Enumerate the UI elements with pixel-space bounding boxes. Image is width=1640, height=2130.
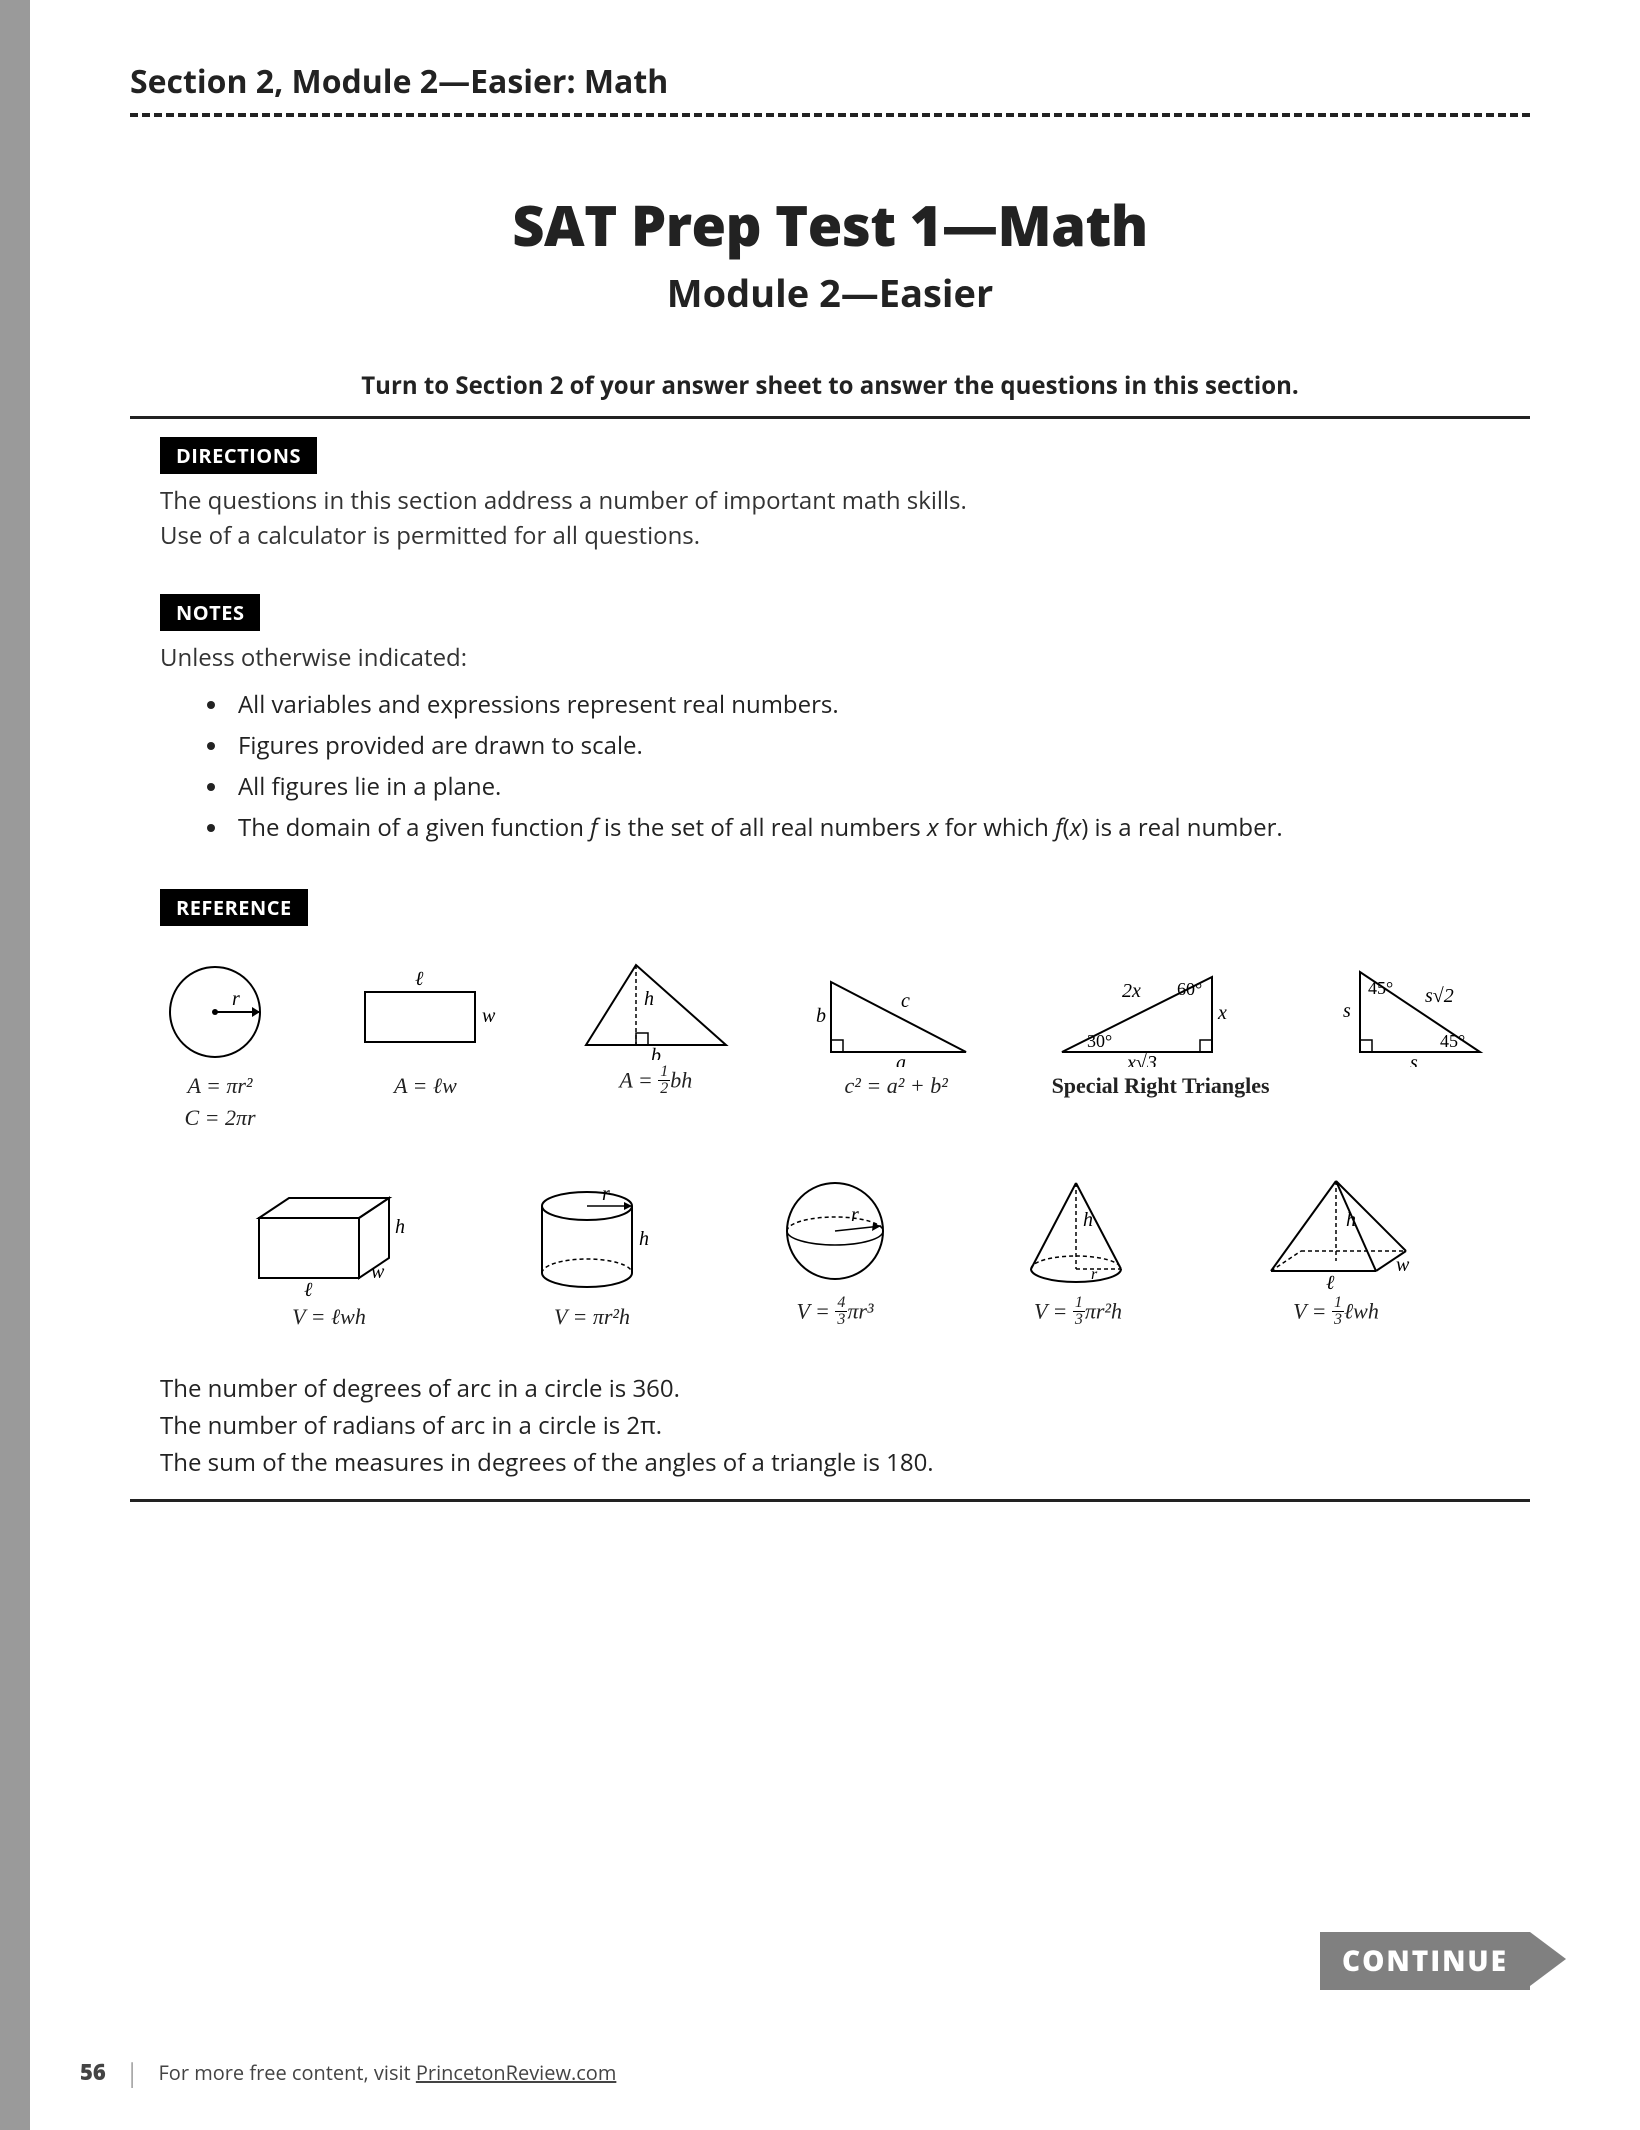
ref-cone: h r V = 13πr²h — [1003, 1171, 1153, 1330]
svg-text:60°: 60° — [1177, 979, 1202, 999]
svg-text:a: a — [896, 1052, 906, 1067]
tri-30-60-90-diagram: 2x x x√3 30° 60° — [1052, 957, 1232, 1067]
ref-box: ℓ w h V = ℓwh — [239, 1178, 419, 1330]
content-block: DIRECTIONS The questions in this section… — [130, 437, 1530, 1481]
tri-45-45-90-diagram: s s s√2 45° 45° — [1340, 957, 1500, 1067]
page-subtitle: Module 2—Easier — [130, 267, 1530, 319]
pythag: c² = a² + b² — [811, 1073, 981, 1099]
reference-box: r A = πr² C = 2πr ℓ w A = ℓw . — [160, 950, 1500, 1482]
sphere-diagram: r — [765, 1171, 905, 1291]
page-title: SAT Prep Test 1—Math — [130, 187, 1530, 263]
instruction-text: Turn to Section 2 of your answer sheet t… — [130, 369, 1530, 402]
svg-text:2x: 2x — [1122, 980, 1141, 1002]
notes-list: All variables and expressions represent … — [160, 685, 1500, 848]
rectangle-diagram: ℓ w — [350, 957, 500, 1067]
svg-text:ℓ: ℓ — [1326, 1272, 1335, 1291]
svg-text:h: h — [644, 988, 654, 1010]
page-sidebar — [0, 0, 30, 2130]
ref-right-triangle: b a c c² = a² + b² . — [811, 957, 981, 1131]
notes-tag: NOTES — [160, 594, 260, 631]
ref-sphere: r V = 43πr³ — [765, 1171, 905, 1330]
svg-text:h: h — [1083, 1209, 1093, 1231]
rule-bottom — [130, 1499, 1530, 1502]
svg-text:w: w — [482, 1005, 496, 1027]
svg-text:h: h — [395, 1216, 405, 1238]
notes-item: The domain of a given function f is the … — [230, 808, 1500, 849]
right-triangle-diagram: b a c — [811, 957, 981, 1067]
notes-item: Figures provided are drawn to scale. — [230, 726, 1500, 767]
page-content: Section 2, Module 2—Easier: Math SAT Pre… — [30, 0, 1640, 2130]
circle-area: A = πr² — [160, 1073, 280, 1099]
ref-triangle: h b A = 12bh . — [571, 950, 741, 1131]
cyl-vol: V = πr²h — [517, 1304, 667, 1330]
svg-text:s: s — [1410, 1052, 1418, 1067]
page-number: 56 — [80, 2057, 106, 2087]
circle-diagram: r — [160, 957, 280, 1067]
directions-text-2: Use of a calculator is permitted for all… — [160, 519, 1500, 554]
svg-text:x: x — [1217, 1002, 1227, 1024]
ref-cylinder: r h V = πr²h — [517, 1178, 667, 1330]
svg-text:w: w — [371, 1261, 385, 1283]
circle-circ: C = 2πr — [160, 1105, 280, 1131]
pyramid-vol: V = 13ℓwh — [1251, 1297, 1421, 1330]
arrow-right-icon — [1530, 1932, 1566, 1986]
directions-text-1: The questions in this section address a … — [160, 484, 1500, 519]
ref-45-45-90: s s s√2 45° 45° . . — [1340, 957, 1500, 1131]
svg-text:r: r — [602, 1183, 610, 1205]
continue-label: CONTINUE — [1342, 1942, 1508, 1980]
rect-area: A = ℓw — [350, 1073, 500, 1099]
notes-intro: Unless otherwise indicated: — [160, 641, 1500, 676]
svg-text:b: b — [816, 1005, 826, 1027]
svg-text:r: r — [232, 988, 240, 1010]
ref-circle: r A = πr² C = 2πr — [160, 957, 280, 1131]
svg-text:w: w — [1396, 1254, 1410, 1276]
reference-notes: The number of degrees of arc in a circle… — [160, 1370, 1500, 1482]
reference-row-2: ℓ w h V = ℓwh — [160, 1171, 1500, 1330]
directions-tag: DIRECTIONS — [160, 437, 317, 474]
svg-text:s: s — [1343, 1000, 1351, 1022]
svg-text:b: b — [651, 1045, 661, 1060]
ref-pyramid: h ℓ w V = 13ℓwh — [1251, 1171, 1421, 1330]
ref-note: The sum of the measures in degrees of th… — [160, 1444, 1500, 1481]
svg-text:h: h — [639, 1228, 649, 1250]
section-header: Section 2, Module 2—Easier: Math — [130, 60, 1530, 103]
footer-divider: | — [125, 2054, 139, 2090]
svg-text:ℓ: ℓ — [415, 968, 424, 990]
pyramid-diagram: h ℓ w — [1251, 1171, 1421, 1291]
reference-tag: REFERENCE — [160, 889, 308, 926]
reference-row-1: r A = πr² C = 2πr ℓ w A = ℓw . — [160, 950, 1500, 1131]
svg-text:45°: 45° — [1368, 978, 1393, 998]
box-diagram: ℓ w h — [239, 1178, 419, 1298]
footer-link[interactable]: PrincetonReview.com — [416, 2059, 616, 2086]
svg-text:45°: 45° — [1440, 1031, 1465, 1051]
cone-vol: V = 13πr²h — [1003, 1297, 1153, 1330]
cone-diagram: h r — [1003, 1171, 1153, 1291]
special-triangles-label: Special Right Triangles — [1052, 1073, 1270, 1099]
ref-30-60-90: 2x x x√3 30° 60° Special Right Triangles… — [1052, 957, 1270, 1131]
rule-top — [130, 416, 1530, 419]
svg-text:h: h — [1346, 1209, 1356, 1231]
svg-text:ℓ: ℓ — [304, 1279, 313, 1298]
svg-text:x√3: x√3 — [1126, 1052, 1157, 1067]
svg-text:30°: 30° — [1087, 1031, 1112, 1051]
footer-text: For more free content, visit — [158, 2059, 415, 2086]
notes-item: All figures lie in a plane. — [230, 767, 1500, 808]
svg-text:r: r — [851, 1204, 859, 1226]
triangle-diagram: h b — [571, 950, 741, 1060]
svg-text:c: c — [901, 990, 910, 1012]
continue-button[interactable]: CONTINUE — [1320, 1932, 1530, 1990]
page-footer: 56 | For more free content, visit Prince… — [80, 2054, 616, 2090]
sphere-vol: V = 43πr³ — [765, 1297, 905, 1330]
dashed-divider — [130, 113, 1530, 117]
ref-rectangle: ℓ w A = ℓw . — [350, 957, 500, 1131]
ref-note: The number of degrees of arc in a circle… — [160, 1370, 1500, 1407]
svg-text:r: r — [1091, 1266, 1098, 1283]
notes-item: All variables and expressions represent … — [230, 685, 1500, 726]
ref-note: The number of radians of arc in a circle… — [160, 1407, 1500, 1444]
cylinder-diagram: r h — [517, 1178, 667, 1298]
continue-wrap: CONTINUE — [1320, 1932, 1530, 1990]
box-vol: V = ℓwh — [239, 1304, 419, 1330]
svg-text:s√2: s√2 — [1425, 985, 1454, 1007]
triangle-area: A = 12bh — [571, 1066, 741, 1099]
